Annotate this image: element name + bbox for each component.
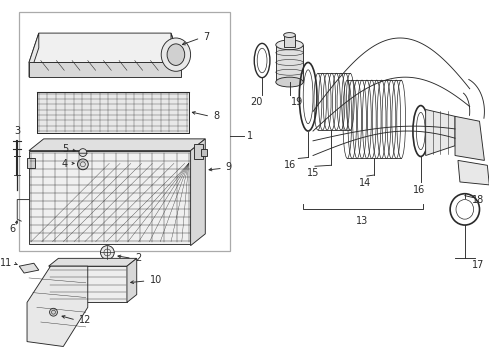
Bar	[284, 35, 295, 47]
Polygon shape	[29, 63, 181, 77]
Circle shape	[49, 308, 57, 316]
Polygon shape	[455, 116, 485, 161]
Polygon shape	[191, 139, 205, 246]
Text: 11: 11	[0, 258, 12, 268]
Polygon shape	[49, 258, 137, 266]
Bar	[27, 158, 35, 168]
Text: 2: 2	[135, 253, 141, 264]
Circle shape	[79, 149, 87, 157]
Polygon shape	[127, 258, 137, 302]
Text: 5: 5	[62, 144, 68, 154]
Text: 6: 6	[9, 224, 15, 234]
Polygon shape	[171, 33, 181, 77]
Text: 4: 4	[62, 159, 68, 169]
Polygon shape	[426, 109, 455, 156]
Polygon shape	[29, 33, 181, 63]
Bar	[19, 12, 230, 252]
Text: 12: 12	[79, 315, 91, 325]
Bar	[37, 92, 189, 133]
Text: 19: 19	[291, 97, 303, 107]
Polygon shape	[458, 161, 490, 185]
Text: 9: 9	[226, 162, 232, 172]
Text: 8: 8	[213, 111, 219, 121]
Ellipse shape	[167, 44, 185, 66]
Polygon shape	[19, 263, 39, 273]
Ellipse shape	[284, 33, 295, 37]
Polygon shape	[29, 139, 205, 150]
Text: 7: 7	[203, 32, 210, 42]
Bar	[201, 149, 207, 157]
Ellipse shape	[276, 77, 303, 87]
Text: 16: 16	[284, 161, 296, 170]
Polygon shape	[27, 266, 88, 346]
Polygon shape	[49, 266, 127, 302]
Circle shape	[77, 159, 88, 170]
Polygon shape	[29, 33, 39, 77]
Text: 13: 13	[356, 216, 368, 226]
Text: 10: 10	[149, 275, 162, 285]
Bar	[276, 45, 303, 82]
Ellipse shape	[161, 38, 191, 71]
Text: 14: 14	[359, 178, 371, 188]
Bar	[37, 92, 189, 133]
Text: 18: 18	[472, 195, 484, 204]
Text: 1: 1	[247, 131, 253, 141]
Circle shape	[100, 246, 114, 259]
Polygon shape	[29, 150, 191, 244]
Text: 3: 3	[14, 126, 20, 136]
Text: 16: 16	[413, 185, 425, 195]
Text: 20: 20	[250, 97, 263, 107]
Ellipse shape	[276, 40, 303, 50]
Bar	[194, 144, 203, 159]
Text: 17: 17	[472, 260, 484, 270]
Text: 15: 15	[307, 168, 319, 178]
